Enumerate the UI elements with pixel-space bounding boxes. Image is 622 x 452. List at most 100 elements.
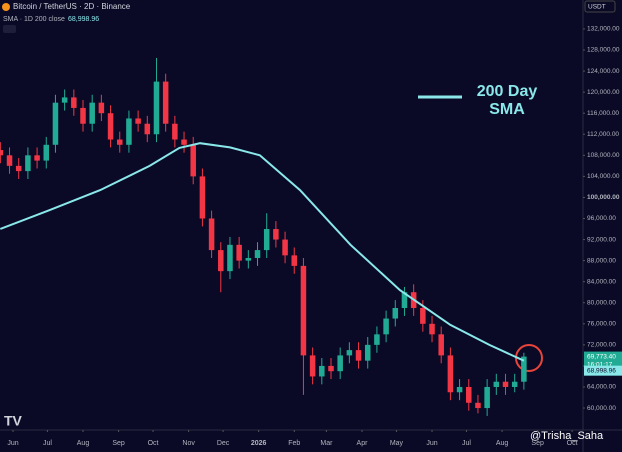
y-tick-label: 64,000.00: [587, 384, 616, 391]
candle-body: [15, 165, 22, 172]
candle-body: [282, 239, 288, 256]
candle-body: [61, 97, 68, 103]
candle-body: [337, 355, 343, 372]
y-tick-label: 72,000.00: [587, 342, 616, 349]
x-tick-label: Jun: [7, 440, 18, 447]
x-tick-label: Oct: [567, 440, 578, 447]
y-tick-label: 92,000.00: [587, 236, 616, 243]
candle-body: [502, 381, 509, 387]
candle-body: [199, 176, 206, 219]
candle-body: [456, 386, 463, 393]
candle-body: [107, 113, 114, 140]
candle-body: [300, 265, 307, 356]
sma-tag: [584, 365, 622, 376]
candle-body: [52, 102, 59, 145]
x-tick-label: Oct: [148, 440, 159, 447]
y-tick-label: 60,000.00: [587, 405, 616, 412]
x-tick-label: Jul: [43, 440, 52, 447]
x-tick-label: Aug: [496, 440, 509, 447]
sma-line: [0, 142, 525, 362]
candle-body: [116, 139, 123, 145]
x-tick-label: Aug: [77, 440, 90, 447]
candle-body: [98, 102, 105, 114]
candle-body: [355, 350, 362, 361]
sma-tag-label: 68,998.96: [587, 367, 616, 374]
annotation-text: SMA: [489, 101, 525, 118]
candle-body: [328, 365, 334, 372]
x-tick-label: Apr: [357, 440, 369, 447]
y-tick-label: 128,000.00: [587, 47, 620, 54]
candle-body: [493, 381, 500, 387]
candle-body: [383, 318, 389, 335]
indicator-value: 68,998.96: [68, 16, 99, 23]
currency-box[interactable]: [584, 0, 616, 13]
y-tick-label: 76,000.00: [587, 321, 616, 328]
candle-body: [0, 150, 4, 156]
candle-body: [162, 81, 169, 124]
y-tick-label: 132,000.00: [587, 26, 620, 33]
collapse-button[interactable]: [3, 25, 16, 33]
candle-body: [291, 255, 298, 266]
x-tick-label: Jun: [426, 440, 437, 447]
candle-body: [236, 244, 242, 261]
x-tick-label: Sep: [531, 440, 544, 447]
watermark: @Trisha_Saha: [530, 430, 604, 442]
annotation-text: 200 Day: [477, 83, 538, 100]
countdown: 16:01:17: [587, 361, 613, 368]
candle-body: [392, 308, 399, 319]
candle-body: [43, 144, 50, 161]
candle-body: [135, 118, 141, 124]
x-tick-label: Nov: [182, 440, 195, 447]
candle-body: [227, 244, 233, 272]
candle-body: [438, 334, 444, 356]
x-tick-label: Sep: [112, 440, 125, 447]
candle-body: [429, 323, 435, 335]
candle-body: [466, 386, 472, 403]
y-tick-label: 112,000.00: [587, 131, 619, 138]
y-tick-label: 100,000.00: [587, 194, 620, 201]
candle-body: [484, 386, 490, 409]
price-tag-label: 69,773.40: [587, 353, 616, 360]
candle-body: [374, 334, 380, 345]
candle-body: [6, 155, 13, 166]
chart-title: Bitcoin / TetherUS · 2D · Binance: [13, 2, 131, 11]
candle-body: [153, 81, 160, 135]
candle-body: [475, 402, 481, 409]
candle-body: [190, 144, 196, 177]
x-tick-label: Dec: [217, 440, 230, 447]
x-tick-label: Jul: [462, 440, 471, 447]
y-tick-label: 104,000.00: [587, 173, 620, 180]
x-tick-label: 2026: [251, 440, 267, 447]
candle-body: [126, 118, 132, 145]
candle-body: [273, 229, 279, 240]
candle-body: [420, 308, 426, 324]
y-tick-label: 108,000.00: [587, 152, 620, 159]
candle-body: [254, 250, 261, 258]
candle-body: [263, 229, 270, 251]
y-tick-label: 116,000.00: [587, 110, 619, 117]
candle-body: [447, 355, 454, 393]
x-tick-label: May: [390, 440, 404, 447]
candle-body: [89, 102, 95, 124]
candle-body: [319, 365, 325, 377]
candle-body: [218, 250, 224, 272]
candle-body: [144, 123, 151, 135]
currency-label: USDT: [588, 4, 606, 11]
candle-body: [172, 123, 178, 140]
coin-icon: [2, 3, 10, 11]
y-tick-label: 84,000.00: [587, 278, 616, 285]
tv-logo: TV: [4, 413, 23, 429]
candle-body: [364, 344, 371, 361]
candle-body: [401, 292, 408, 309]
candle-body: [521, 356, 527, 382]
x-tick-label: Feb: [288, 440, 300, 447]
candle-body: [71, 97, 77, 108]
y-tick-label: 124,000.00: [587, 68, 620, 75]
y-tick-label: 96,000.00: [587, 215, 616, 222]
indicator-label: SMA · 1D 200 close: [3, 16, 65, 23]
candle-body: [181, 139, 187, 145]
candle-body: [25, 155, 31, 172]
candle-body: [34, 155, 40, 161]
